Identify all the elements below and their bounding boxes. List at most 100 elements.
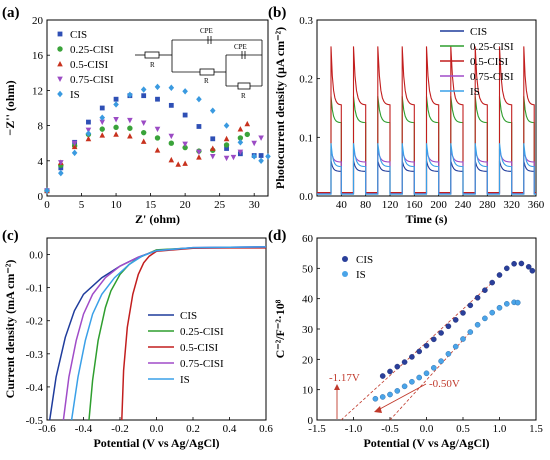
x-tick-label: 0.0 bbox=[420, 423, 434, 435]
data-point bbox=[127, 125, 133, 131]
data-point bbox=[182, 141, 188, 148]
y-tick-label: 0.0 bbox=[29, 250, 43, 262]
x-tick-label: -0.5 bbox=[381, 423, 399, 435]
data-point bbox=[113, 117, 119, 123]
data-point bbox=[387, 368, 393, 375]
data-point bbox=[251, 140, 257, 147]
circuit-label: R bbox=[204, 77, 209, 85]
series-line bbox=[48, 246, 267, 421]
data-point bbox=[445, 323, 452, 330]
annotation-arrow bbox=[377, 383, 427, 411]
data-point bbox=[237, 139, 244, 146]
annotation-label: -0.50V bbox=[429, 378, 460, 390]
legend: CIS 0.25-CISI 0.5-CISI 0.75-CISI IS bbox=[148, 310, 224, 386]
y-tick-label: 0 bbox=[308, 415, 314, 427]
legend-marker bbox=[57, 31, 63, 37]
x-tick-label: 0.2 bbox=[186, 423, 200, 435]
axes-b: 40 80 120 160 200 240 280 320 360 0.0 0.1 0.2 0.3 Tim… bbox=[273, 15, 545, 226]
data-point bbox=[460, 336, 466, 342]
data-point bbox=[58, 160, 64, 166]
y-tick-label: 20 bbox=[32, 15, 44, 27]
plot-frame bbox=[316, 237, 537, 421]
legend-marker bbox=[342, 271, 348, 277]
x-tick-label: -0.2 bbox=[111, 423, 128, 435]
data-point bbox=[182, 88, 188, 95]
y-tick-label: -0.1 bbox=[26, 283, 43, 295]
series-line bbox=[317, 96, 536, 194]
legend-label: CIS bbox=[180, 310, 197, 322]
data-point bbox=[489, 309, 496, 316]
data-point bbox=[182, 112, 188, 118]
data-point bbox=[230, 154, 237, 161]
data-point bbox=[209, 154, 216, 160]
x-tick-label: 0.5 bbox=[456, 423, 470, 435]
data-point bbox=[209, 107, 216, 114]
y-tick-label: 8 bbox=[38, 121, 44, 133]
legend-label: CIS bbox=[70, 29, 87, 41]
data-point bbox=[196, 124, 202, 129]
x-tick-label: 360 bbox=[528, 199, 545, 211]
circuit-label: R bbox=[241, 92, 246, 100]
annotations: -1.17V -0.50V bbox=[329, 372, 460, 419]
legend-label: IS bbox=[356, 269, 366, 281]
y-tick-label: -0.4 bbox=[26, 382, 44, 394]
data-point bbox=[113, 131, 119, 137]
data-point bbox=[182, 160, 188, 166]
y-tick-label: 0 bbox=[38, 191, 44, 203]
data-point bbox=[482, 287, 488, 293]
data-point bbox=[168, 156, 175, 163]
series-line bbox=[70, 246, 267, 421]
plot-frame bbox=[46, 19, 269, 197]
data-point bbox=[196, 149, 202, 155]
plot-frame bbox=[316, 19, 537, 197]
data-point bbox=[58, 169, 64, 177]
data-point bbox=[529, 267, 536, 274]
data-point bbox=[127, 133, 133, 139]
legend-label: IS bbox=[180, 374, 190, 386]
data-point bbox=[467, 329, 474, 335]
data-point bbox=[99, 119, 106, 126]
data-point bbox=[224, 146, 229, 151]
x-axis-label: Time (s) bbox=[405, 212, 447, 226]
data-point bbox=[196, 96, 202, 103]
x-tick-label: 10 bbox=[111, 199, 123, 211]
data-point bbox=[113, 96, 119, 102]
y-tick-label: 12 bbox=[32, 85, 43, 97]
circuit-label: R bbox=[150, 61, 155, 69]
data-point bbox=[237, 149, 244, 155]
annotation-label: -1.17V bbox=[329, 372, 360, 384]
data-point bbox=[258, 135, 264, 141]
data-point bbox=[168, 102, 174, 108]
data-point bbox=[99, 114, 106, 121]
series-line bbox=[88, 246, 267, 421]
x-tick-label: 25 bbox=[214, 199, 226, 211]
arrowhead bbox=[334, 384, 340, 390]
data-point bbox=[482, 315, 488, 322]
x-tick-label: -0.6 bbox=[38, 423, 56, 435]
data-point bbox=[409, 354, 415, 360]
legend: CIS 0.25-CISI 0.5-CISI 0.75-CISI IS bbox=[440, 26, 514, 98]
x-axis-label: Potential (V vs Ag/AgCl) bbox=[363, 436, 489, 450]
panel-label: (c) bbox=[2, 228, 19, 244]
data-point bbox=[379, 394, 386, 400]
data-point bbox=[196, 154, 202, 160]
data-point bbox=[244, 131, 250, 138]
data-point bbox=[154, 147, 161, 153]
data-point bbox=[496, 304, 503, 311]
series-0.25-CISI bbox=[44, 124, 250, 194]
data-point bbox=[503, 265, 510, 272]
y-tick-label: -0.3 bbox=[26, 349, 44, 361]
legend-marker bbox=[57, 76, 63, 82]
data-point bbox=[140, 86, 147, 93]
data-point bbox=[140, 120, 147, 126]
data-point bbox=[525, 264, 532, 270]
data-point bbox=[423, 342, 430, 349]
legend: CIS 0.25-CISI 0.5-CISI 0.75-CISI IS bbox=[57, 29, 114, 101]
series-line bbox=[317, 46, 536, 194]
y-axis-label: −Z'' (ohm) bbox=[3, 80, 17, 135]
data-point bbox=[409, 378, 415, 385]
data-point bbox=[401, 359, 408, 365]
legend: CIS IS bbox=[342, 254, 373, 281]
resistor-r1 bbox=[199, 68, 215, 76]
legend-label: 0.5-CISI bbox=[180, 342, 219, 354]
